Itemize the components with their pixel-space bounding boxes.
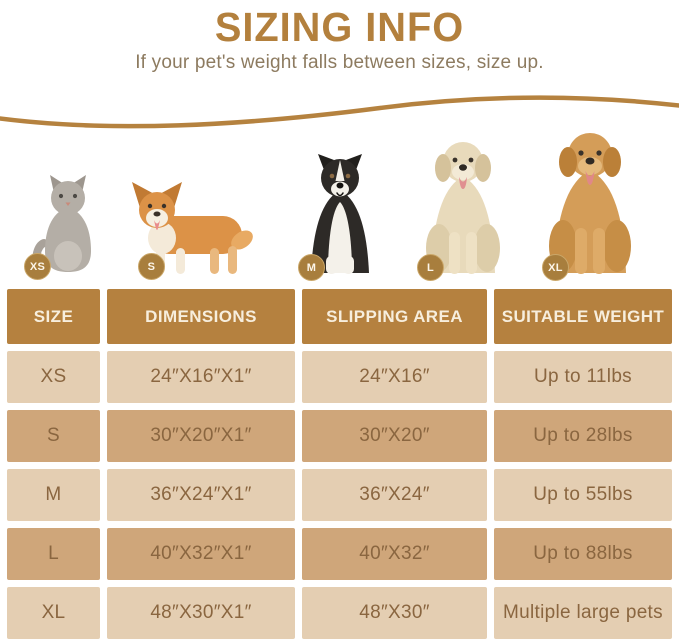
- cell-xs-dimensions: 24″X16″X1″: [107, 351, 295, 403]
- pet-image-cat: [30, 171, 106, 277]
- cell-s-weight: Up to 28lbs: [494, 410, 672, 462]
- cell-s-dimensions: 30″X20″X1″: [107, 410, 295, 462]
- pet-image-border-collie: [298, 152, 382, 278]
- corgi-illustration: [132, 182, 253, 274]
- cell-s-slipping-area: 30″X20″: [302, 410, 487, 462]
- golden-retriever-illustration: [549, 133, 631, 274]
- decorative-swoosh-line: [0, 95, 679, 129]
- column-header-suitable-weight: SUITABLE WEIGHT: [494, 289, 672, 344]
- border-collie-illustration: [311, 154, 369, 274]
- sizing-table: SIZE DIMENSIONS SLIPPING AREA SUITABLE W…: [7, 289, 672, 639]
- cell-l-weight: Up to 88lbs: [494, 528, 672, 580]
- cell-l-size: L: [7, 528, 100, 580]
- cream-golden-retriever-illustration: [426, 142, 500, 274]
- cell-xs-slipping-area: 24″X16″: [302, 351, 487, 403]
- column-header-slipping-area: SLIPPING AREA: [302, 289, 487, 344]
- cell-xl-dimensions: 48″X30″X1″: [107, 587, 295, 639]
- cell-xs-weight: Up to 11lbs: [494, 351, 672, 403]
- size-badge-l: L: [417, 254, 444, 281]
- page-title: SIZING INFO: [214, 4, 465, 50]
- cell-m-size: M: [7, 469, 100, 521]
- pet-image-cream-golden-retriever: [416, 136, 510, 278]
- cell-m-weight: Up to 55lbs: [494, 469, 672, 521]
- cell-s-size: S: [7, 410, 100, 462]
- column-header-size: SIZE: [7, 289, 100, 344]
- column-header-dimensions: DIMENSIONS: [107, 289, 295, 344]
- cell-xl-size: XL: [7, 587, 100, 639]
- size-badge-s: S: [138, 253, 165, 280]
- page-subtitle: If your pet's weight falls between sizes…: [135, 52, 544, 73]
- cell-xl-slipping-area: 48″X30″: [302, 587, 487, 639]
- size-badge-xs: XS: [24, 253, 51, 280]
- size-badge-xl: XL: [542, 254, 569, 281]
- cell-m-slipping-area: 36″X24″: [302, 469, 487, 521]
- cell-l-slipping-area: 40″X32″: [302, 528, 487, 580]
- cat-illustration: [32, 175, 91, 273]
- cell-l-dimensions: 40″X32″X1″: [107, 528, 295, 580]
- cell-xs-size: XS: [7, 351, 100, 403]
- size-badge-m: M: [298, 254, 325, 281]
- pet-image-golden-retriever: [537, 128, 643, 278]
- cell-m-dimensions: 36″X24″X1″: [107, 469, 295, 521]
- cell-xl-weight: Multiple large pets: [494, 587, 672, 639]
- pet-image-corgi: [124, 180, 254, 278]
